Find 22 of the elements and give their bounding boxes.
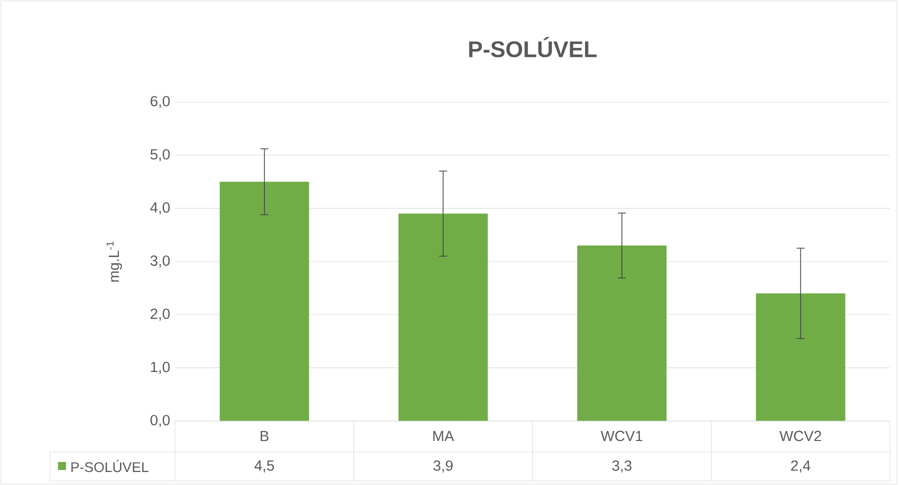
data-label: 4,5	[254, 460, 274, 472]
x-tick-label: WCV1	[600, 430, 642, 442]
y-tick-label: 1,0	[151, 362, 170, 374]
data-label: 3,9	[433, 460, 453, 473]
data-label: 2,4	[791, 460, 810, 473]
data-label: 3,3	[612, 460, 632, 473]
y-tick-label: 3,0	[150, 255, 170, 268]
legend-label: P-SOLÚVEL	[71, 460, 148, 472]
y-tick-label: 6,0	[150, 96, 170, 108]
bar	[398, 214, 488, 421]
bar	[220, 182, 310, 421]
x-tick-label: MA	[433, 430, 454, 442]
chart-title: P-SOLÚVEL	[469, 36, 597, 58]
y-tick-label: 5,0	[150, 149, 170, 162]
y-tick-label: 4,0	[150, 202, 170, 214]
x-tick-label: B	[260, 430, 268, 442]
x-tick-label: WCV2	[779, 430, 822, 442]
y-tick-label: 2,0	[150, 308, 170, 321]
y-axis-title: mg.L$^{-1}$	[106, 241, 122, 282]
bar	[756, 293, 846, 421]
y-tick-label: 0,0	[150, 414, 170, 428]
bar	[577, 246, 667, 421]
